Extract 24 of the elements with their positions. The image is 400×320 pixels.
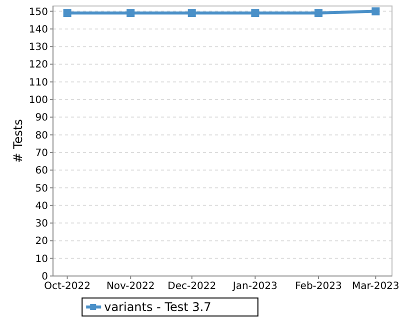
y-tick-label: 20 bbox=[35, 236, 48, 248]
x-tick-label: Dec-2022 bbox=[168, 281, 216, 292]
y-tick-label: 110 bbox=[28, 77, 48, 88]
x-tick-label: Nov-2022 bbox=[106, 281, 155, 292]
y-tick-label: 140 bbox=[28, 24, 48, 36]
y-tick-label: 100 bbox=[28, 95, 48, 106]
y-tick-label: 40 bbox=[35, 200, 48, 212]
legend-label: variants - Test 3.7 bbox=[104, 300, 212, 314]
y-tick-label: 70 bbox=[35, 148, 48, 159]
y-tick-label: 80 bbox=[35, 130, 48, 142]
y-tick-label: 0 bbox=[42, 272, 48, 282]
y-tick-label: 30 bbox=[35, 218, 48, 230]
y-tick-label: 60 bbox=[35, 166, 48, 177]
y-tick-label: 120 bbox=[28, 60, 48, 71]
x-tick-label: Oct-2022 bbox=[44, 281, 90, 292]
y-tick-label: 90 bbox=[35, 112, 48, 124]
y-tick-label: 50 bbox=[35, 183, 48, 194]
y-tick-label: 10 bbox=[35, 254, 48, 265]
y-tick-label: 130 bbox=[28, 42, 48, 54]
y-axis-title: # Tests bbox=[11, 119, 25, 163]
x-tick-label: Jan-2023 bbox=[232, 281, 278, 292]
x-tick-label: Mar-2023 bbox=[352, 281, 400, 292]
x-tick-label: Feb-2023 bbox=[295, 281, 342, 292]
y-tick-label: 150 bbox=[28, 6, 48, 18]
